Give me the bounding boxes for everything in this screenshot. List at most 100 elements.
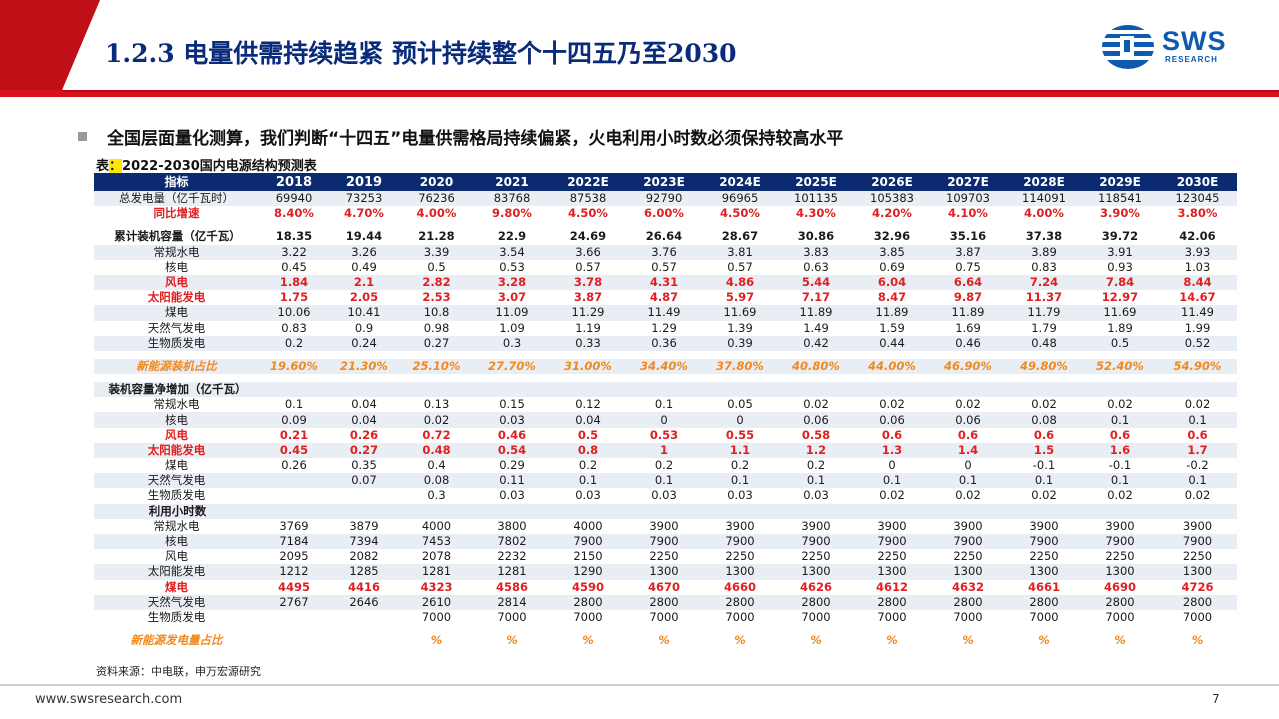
table-cell: 10.41 xyxy=(329,305,399,321)
caption-highlight: ： xyxy=(109,159,123,174)
table-cell: 46.90% xyxy=(930,358,1006,375)
table-cell: 0.6 xyxy=(1158,427,1237,443)
table-cell: 1 xyxy=(626,442,702,458)
table-cell: 0.2 xyxy=(702,458,778,474)
table-cell: 0.03 xyxy=(474,412,550,428)
table-cell: 2610 xyxy=(399,594,474,610)
table-cell: 73253 xyxy=(329,191,399,207)
table-cell: 3.22 xyxy=(259,244,329,260)
page-title: 1.2.3 电量供需持续趋紧 预计持续整个十四五乃至2030 xyxy=(105,39,737,68)
table-cell: 0.02 xyxy=(1158,397,1237,413)
table-cell xyxy=(778,503,854,519)
table-cell: 7000 xyxy=(1082,609,1158,626)
table-cell: 2767 xyxy=(259,594,329,610)
table-cell: 3.78 xyxy=(550,274,626,291)
table-cell: 28.67 xyxy=(702,229,778,245)
row-label: 新能源装机占比 xyxy=(94,358,259,375)
table-row: 生物质发电 0.3 0.03 0.03 0.03 0.03 0.03 0.02 0.02 0.02… xyxy=(94,488,1237,504)
table-cell: 1300 xyxy=(702,564,778,580)
table-cell: 4323 xyxy=(399,579,474,595)
row-label: 风电 xyxy=(94,427,259,443)
table-cell: 0.1 xyxy=(259,397,329,413)
row-label: 煤电 xyxy=(94,305,259,321)
power-structure-table: 指标 2018 2019 2020 2021 2022E 2023E 2024E 2025E 20… xyxy=(94,173,1237,649)
table-row: 累计装机容量（亿千瓦） 18.35 19.44 21.28 22.9 24.69 26.64… xyxy=(94,229,1237,245)
table-cell: 11.49 xyxy=(1158,305,1237,321)
table-cell: 7000 xyxy=(474,609,550,626)
table-cell: 3.85 xyxy=(854,244,930,260)
table-cell: 2250 xyxy=(626,549,702,565)
table-cell xyxy=(930,382,1006,398)
table-cell: 1.79 xyxy=(1006,320,1082,336)
table-cell xyxy=(1158,503,1237,519)
table-cell: 1.7 xyxy=(1158,442,1237,458)
table-cell: 11.89 xyxy=(778,305,854,321)
table-cell: 2800 xyxy=(1006,594,1082,610)
table-cell: 0.53 xyxy=(626,427,702,443)
header-banner xyxy=(0,0,1279,97)
table-cell: 2800 xyxy=(1158,594,1237,610)
table-cell: 3.76 xyxy=(626,244,702,260)
table-cell: 0.02 xyxy=(1082,397,1158,413)
table-cell: 0.02 xyxy=(930,488,1006,504)
table-cell: 1212 xyxy=(259,564,329,580)
spacer-cell xyxy=(94,625,1237,634)
table-cell: 7900 xyxy=(1158,533,1237,550)
table-cell xyxy=(259,473,329,489)
bullet-square-icon xyxy=(78,132,87,141)
table-cell: 2.1 xyxy=(329,274,399,291)
table-cell: 4612 xyxy=(854,579,930,595)
table-cell: 4.31 xyxy=(626,274,702,291)
table-cell: 0 xyxy=(702,412,778,428)
table-cell: 0.44 xyxy=(854,335,930,351)
row-label: 煤电 xyxy=(94,458,259,474)
table-cell: % xyxy=(1006,633,1082,649)
table-cell: 0.02 xyxy=(1082,488,1158,504)
table-row: 总发电量（亿千瓦时） 69940 73253 76236 83768 87538 92790… xyxy=(94,191,1237,207)
table-cell: 0.03 xyxy=(778,488,854,504)
table-row: 天然气发电 2767 2646 2610 2814 2800 2800 2800 2800 280… xyxy=(94,594,1237,610)
table-cell xyxy=(329,488,399,504)
table-cell: 3879 xyxy=(329,518,399,534)
table-cell: 0.1 xyxy=(1158,473,1237,489)
table-cell: 4000 xyxy=(399,518,474,534)
caption-prefix: 表 xyxy=(96,159,110,174)
table-row: 生物质发电 7000 7000 7000 7000 7000 7000 7000 7000 700… xyxy=(94,609,1237,626)
table-cell: 0.48 xyxy=(1006,335,1082,351)
table-cell: 0.57 xyxy=(702,259,778,275)
table-cell: 0.57 xyxy=(550,259,626,275)
table-row: 同比增速 8.40% 4.70% 4.00% 9.80% 4.50% 6.00% 4.50% 4… xyxy=(94,206,1237,222)
table-cell: 83768 xyxy=(474,191,550,207)
table-cell: 0.4 xyxy=(399,458,474,474)
table-cell: 7394 xyxy=(329,533,399,550)
table-cell: 2646 xyxy=(329,594,399,610)
table-cell: 4.50% xyxy=(550,206,626,222)
table-cell: 1.99 xyxy=(1158,320,1237,336)
table-cell: 1.49 xyxy=(778,320,854,336)
row-label: 生物质发电 xyxy=(94,609,259,626)
table-cell: 39.72 xyxy=(1082,229,1158,245)
footer-url[interactable]: www.swsresearch.com xyxy=(35,692,183,707)
table-cell xyxy=(259,382,329,398)
table-cell: 37.80% xyxy=(702,358,778,375)
table-cell: 0.2 xyxy=(550,458,626,474)
table-cell xyxy=(259,503,329,519)
table-cell: 34.40% xyxy=(626,358,702,375)
table-cell: 1.89 xyxy=(1082,320,1158,336)
table-cell: 0.03 xyxy=(550,488,626,504)
table-cell: 0.6 xyxy=(930,427,1006,443)
table-cell: 0 xyxy=(930,458,1006,474)
table-row xyxy=(94,350,1237,359)
table-cell: 118541 xyxy=(1082,191,1158,207)
table-cell: 114091 xyxy=(1006,191,1082,207)
table-cell: 109703 xyxy=(930,191,1006,207)
table-cell: 0.02 xyxy=(778,397,854,413)
table-cell: 7000 xyxy=(399,609,474,626)
table-cell: 2.05 xyxy=(329,290,399,306)
table-cell xyxy=(474,382,550,398)
table-cell: 6.64 xyxy=(930,274,1006,291)
table-cell: 4495 xyxy=(259,579,329,595)
bullet-text: 全国层面量化测算，我们判断“十四五”电量供需格局持续偏紧，火电利用小时数必须保持… xyxy=(107,129,844,149)
table-cell: 0.21 xyxy=(259,427,329,443)
table-row: 煤电 4495 4416 4323 4586 4590 4670 4660 4626 4612 46… xyxy=(94,579,1237,595)
